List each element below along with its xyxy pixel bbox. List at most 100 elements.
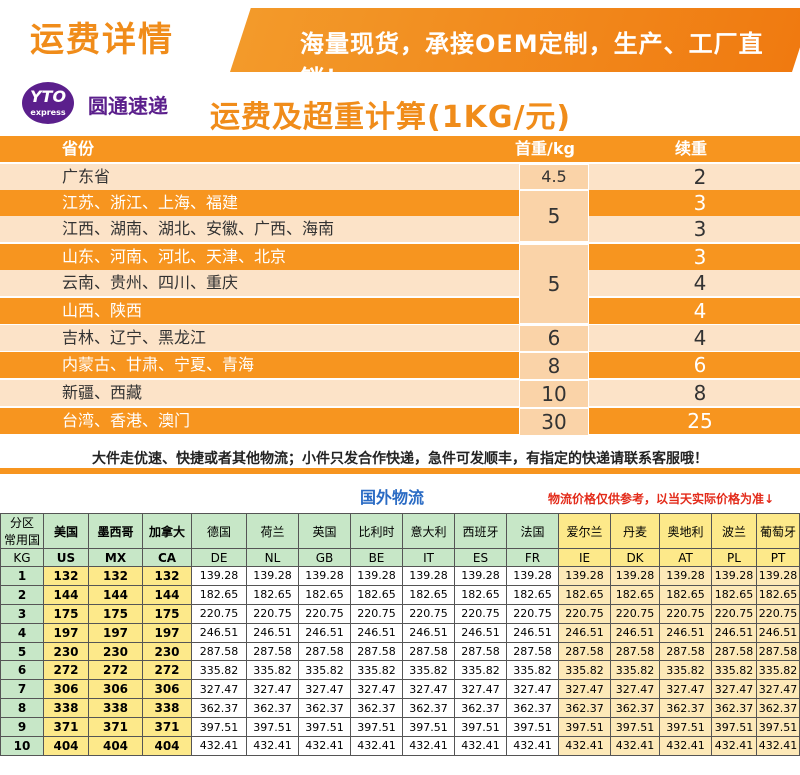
price-cell: 246.51 [191,622,247,643]
price-cell: 182.65 [350,584,403,605]
country-code: GB [298,548,351,567]
price-cell: 327.47 [711,679,757,700]
price-cell: 182.65 [298,584,351,605]
table-row: 新疆、西藏 8 [0,380,800,406]
price-cell: 335.82 [756,660,800,681]
price-cell: 220.75 [246,603,299,624]
price-cell: 287.58 [659,641,712,662]
first-weight-cell: 30 [519,408,589,436]
price-cell: 230 [88,641,143,662]
price-cell: 335.82 [506,660,559,681]
price-cell: 132 [88,566,143,586]
country-code: IE [558,548,611,567]
price-cell: 182.65 [246,584,299,605]
price-cell: 182.65 [558,584,611,605]
price-cell: 246.51 [454,622,507,643]
price-cell: 338 [88,698,143,719]
price-cell: 327.47 [558,679,611,700]
price-cell: 306 [142,679,192,700]
country-code: MX [88,548,143,567]
price-cell: 327.47 [191,679,247,700]
table-row: 6 272 272 272 335.82 335.82 335.82 335.82 335.82… [0,660,800,681]
price-cell: 220.75 [454,603,507,624]
price-cell: 327.47 [298,679,351,700]
kg-cell: 8 [0,698,44,719]
header-first-weight: 首重/kg [515,139,575,158]
header-province: 省份 [62,139,95,158]
price-cell: 246.51 [558,622,611,643]
price-cell: 371 [142,717,192,738]
price-cell: 362.37 [756,698,800,719]
price-cell: 404 [142,736,192,756]
table-row: 云南、贵州、四川、重庆 4 [0,270,800,296]
price-cell: 139.28 [402,566,455,586]
country-header: 西班牙 [454,513,507,549]
price-cell: 335.82 [659,660,712,681]
price-cell: 432.41 [246,736,299,756]
shipping-note: 大件走优速、快捷或者其他物流；小件只发合作快递，急件可发顺丰，有指定的快递请联系… [92,451,708,467]
kg-cell: 7 [0,679,44,700]
price-cell: 335.82 [246,660,299,681]
price-cell: 139.28 [298,566,351,586]
price-cell: 397.51 [454,717,507,738]
price-cell: 371 [43,717,89,738]
price-cell: 139.28 [659,566,712,586]
intl-price-table: 分区 常用国 美国 墨西哥 加拿大 德国 荷兰 英国 比利时 意大利 西班牙 法国 爱尔兰 丹麦 奥地利 波兰… [0,513,800,756]
price-cell: 182.65 [659,584,712,605]
country-code: DK [610,548,660,567]
header-continued-weight: 续重 [675,139,708,158]
price-cell: 306 [43,679,89,700]
country-header: 爱尔兰 [558,513,611,549]
country-header: 英国 [298,513,351,549]
price-cell: 362.37 [298,698,351,719]
price-cell: 220.75 [506,603,559,624]
price-cell: 397.51 [246,717,299,738]
logo-text: 圆通速递 [88,94,168,118]
kg-cell: 3 [0,603,44,624]
kg-cell: 2 [0,584,44,605]
price-cell: 397.51 [711,717,757,738]
price-cell: 220.75 [659,603,712,624]
kg-cell: 9 [0,717,44,738]
price-cell: 287.58 [711,641,757,662]
price-cell: 139.28 [506,566,559,586]
price-cell: 327.47 [610,679,660,700]
price-cell: 335.82 [298,660,351,681]
price-cell: 144 [88,584,143,605]
yto-logo-icon: YTO express [22,82,74,124]
price-cell: 397.51 [659,717,712,738]
table-row: 8 338 338 338 362.37 362.37 362.37 362.37 362.37… [0,698,800,719]
country-code: AT [659,548,712,567]
domestic-header: 省份 首重/kg 续重 [0,136,800,162]
price-cell: 287.58 [298,641,351,662]
country-code: PL [711,548,757,567]
kg-cell: 6 [0,660,44,681]
price-cell: 246.51 [246,622,299,643]
price-cell: 220.75 [610,603,660,624]
country-header: 荷兰 [246,513,299,549]
divider [0,468,800,474]
price-cell: 432.41 [454,736,507,756]
table-row: 山东、河南、河北、天津、北京 3 [0,244,800,270]
country-header: 法国 [506,513,559,549]
price-cell: 175 [142,603,192,624]
table-row: 3 175 175 175 220.75 220.75 220.75 220.75 220.75… [0,603,800,624]
price-cell: 175 [43,603,89,624]
price-cell: 338 [142,698,192,719]
price-cell: 182.65 [756,584,800,605]
price-cell: 327.47 [756,679,800,700]
price-cell: 175 [88,603,143,624]
country-code: DE [191,548,247,567]
price-cell: 246.51 [506,622,559,643]
price-cell: 220.75 [298,603,351,624]
price-cell: 139.28 [454,566,507,586]
price-cell: 335.82 [191,660,247,681]
price-cell: 139.28 [350,566,403,586]
country-code: PT [756,548,800,567]
price-cell: 432.41 [350,736,403,756]
price-cell: 362.37 [558,698,611,719]
price-cell: 182.65 [454,584,507,605]
intl-title: 国外物流 [360,488,425,507]
price-cell: 287.58 [506,641,559,662]
slogan-text: 海量现货，承接OEM定制，生产、工厂直销！ [300,30,764,93]
